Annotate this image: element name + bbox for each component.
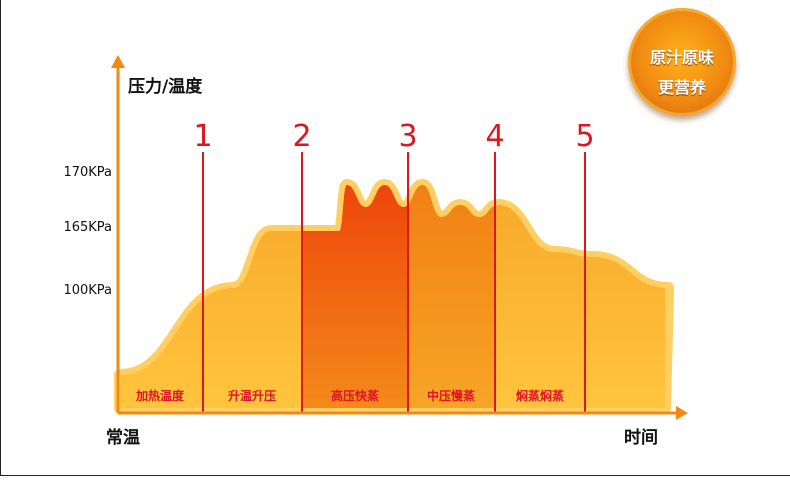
origin-label: 常温 xyxy=(106,427,140,448)
stage-label: 中压慢蒸 xyxy=(427,388,475,403)
badge-line-1: 原汁原味 xyxy=(649,48,714,67)
badge-line-2: 更营养 xyxy=(657,78,706,97)
stage-marker-number: 5 xyxy=(575,119,594,154)
stage-marker-number: 4 xyxy=(485,119,504,154)
stage-label: 高压快蒸 xyxy=(331,388,379,403)
y-tick-label: 165KPa xyxy=(63,220,112,235)
x-axis-title: 时间 xyxy=(624,427,658,448)
y-tick-label: 170KPa xyxy=(63,165,112,180)
y-axis-arrow xyxy=(111,55,125,68)
stage-label: 焖蒸焖蒸 xyxy=(516,388,564,403)
stage-marker-number: 3 xyxy=(398,119,417,154)
slogan-badge: 原汁原味 更营养 xyxy=(628,8,736,116)
stage-band-2 xyxy=(202,185,302,408)
stage-label: 加热温度 xyxy=(135,388,185,403)
y-axis-title: 压力/温度 xyxy=(128,76,203,97)
stage-marker-number: 1 xyxy=(193,119,212,154)
page-border xyxy=(0,0,790,476)
x-axis-arrow xyxy=(676,406,688,420)
stage-label: 升温升压 xyxy=(228,388,276,403)
stage-marker-number: 2 xyxy=(292,119,311,154)
stage-band-4 xyxy=(408,185,495,408)
y-tick-label: 100KPa xyxy=(63,283,112,298)
